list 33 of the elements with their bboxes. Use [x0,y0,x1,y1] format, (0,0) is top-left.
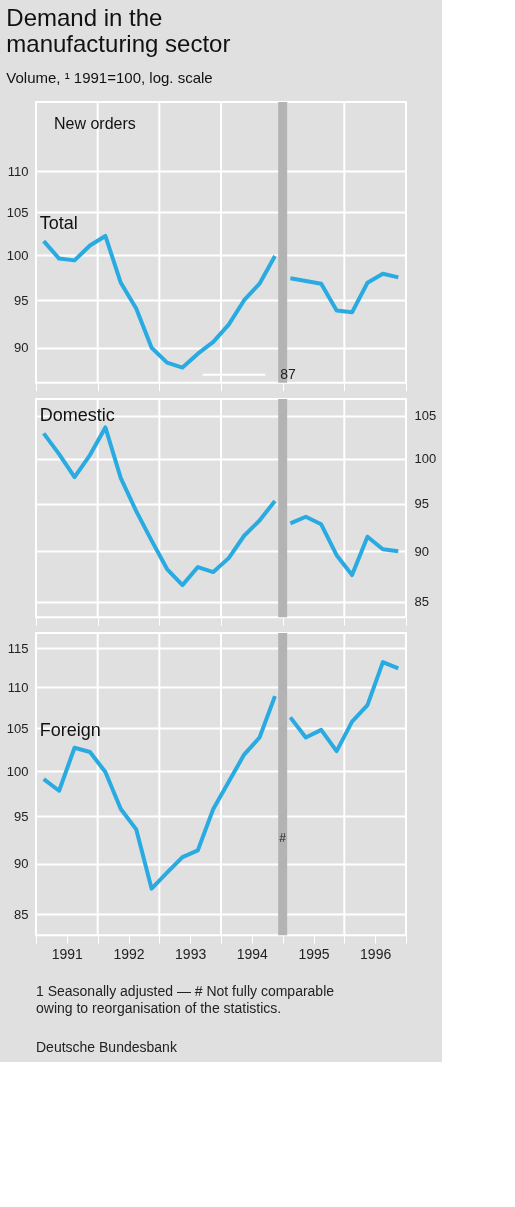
text: Deutsche Bundesbank [36,1039,178,1056]
chart-subtitle: Volume, ¹ 1991=100, log. scale [6,68,213,86]
y-tick-label: 100 [6,763,29,779]
x-tick-label: 1993 [175,945,207,962]
y-tick-label: 85 [14,906,29,922]
ref-line-label: # [279,831,287,846]
y2-tick-label: 100 [414,451,437,467]
y-tick-label: 100 [6,247,29,263]
y2-tick-label: 95 [414,496,429,512]
chart-title: Demand in the manufacturing sector [6,3,231,57]
x-tick-label: 1995 [298,945,330,962]
x-tick-label: 1996 [360,945,392,962]
x-tick-label: 1992 [113,945,145,962]
y-tick-label: 105 [6,720,29,736]
annotation: 87 [280,365,296,382]
series-label: Domestic [39,405,115,426]
y-tick-label: 115 [7,640,29,656]
y2-tick-label: 90 [414,543,429,559]
y-tick-label: 105 [6,204,29,220]
y-tick-label: 110 [7,679,29,695]
series-label: Total [39,213,78,234]
y-tick-label: 95 [14,292,29,308]
y2-tick-label: 85 [414,594,429,610]
series-label: Foreign [39,719,101,740]
x-tick-label: 1991 [51,945,84,962]
y-tick-label: 95 [14,808,29,824]
y-tick-label: 110 [7,163,29,179]
text: 1 Seasonally adjusted — # Not fully comparable owing to reorganisation of the statistics. [36,983,335,1017]
annotation: New orders [54,115,136,132]
y-tick-label: 90 [14,340,29,356]
y-tick-label: 90 [14,856,29,872]
y2-tick-label: 105 [414,408,437,424]
x-tick-label: 1994 [236,945,269,962]
